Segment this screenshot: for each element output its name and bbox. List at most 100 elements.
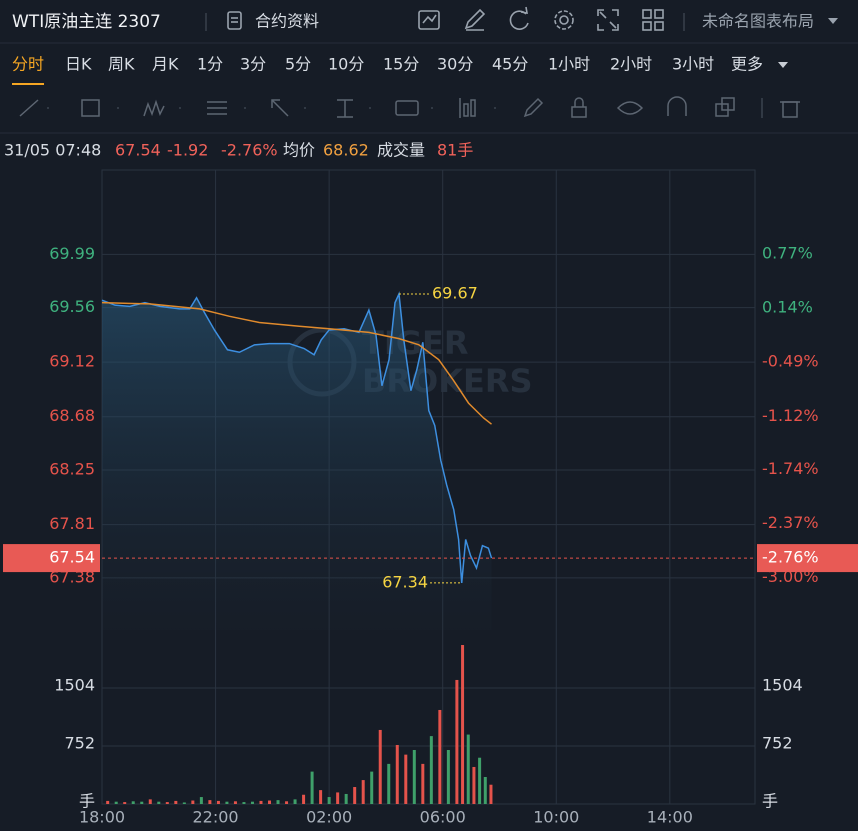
y-tick-label: 69.12 — [49, 352, 95, 371]
tab[interactable]: 更多 — [731, 55, 763, 74]
volume-tick-label: 手 — [762, 792, 778, 811]
volume-bar — [404, 754, 408, 804]
volume-bar — [327, 797, 331, 804]
last-pct-box — [757, 544, 858, 573]
volume-bar — [344, 793, 348, 804]
volume-bar — [387, 763, 391, 804]
last-pct-label: -2.76% — [762, 548, 819, 567]
y-tick-label: 69.99 — [49, 244, 95, 263]
pen-icon[interactable] — [464, 8, 486, 31]
volume-bar — [472, 766, 476, 804]
period-tabs: 分时 日K 周K 月K 1分 3分 5分 10分 15分 30分 45分 1小时… — [12, 55, 788, 74]
tab[interactable]: 5分 — [285, 55, 311, 74]
volume-bar — [370, 771, 374, 804]
high-label: 69.67 — [432, 283, 478, 302]
y-tick-label: 68.25 — [49, 460, 95, 479]
quote-info: 31/05 07:48 67.54 -1.92 -2.76% 均价 68.62 … — [4, 141, 473, 160]
y-tick-label: 68.68 — [49, 406, 95, 425]
volume-bar — [208, 800, 212, 804]
tab[interactable]: 3分 — [240, 55, 266, 74]
dropdown-arrow[interactable] — [828, 18, 838, 24]
layout-name[interactable]: 未命名图表布局 — [702, 12, 814, 31]
fullscreen-icon[interactable] — [597, 9, 619, 31]
volume-bar — [148, 799, 152, 804]
tab[interactable]: 45分 — [492, 55, 528, 74]
layout-icon[interactable] — [642, 9, 664, 31]
volume-bar — [429, 736, 433, 804]
tab[interactable]: 3小时 — [672, 55, 714, 74]
volume-bar — [259, 800, 263, 804]
refresh-icon[interactable] — [509, 6, 529, 30]
volume-bar — [353, 787, 357, 804]
x-tick-label: 18:00 — [79, 808, 125, 827]
tab[interactable]: 10分 — [328, 55, 364, 74]
volume-bar — [336, 792, 340, 804]
y2-tick-label: -1.12% — [762, 406, 819, 425]
volume-bar — [438, 709, 442, 804]
volume-bar — [319, 790, 323, 804]
volume-bar — [191, 800, 195, 804]
tab[interactable]: 月K — [152, 55, 179, 74]
y-tick-label: 69.56 — [49, 297, 95, 316]
drawing-toolbar — [19, 96, 800, 118]
quote-price: 67.54 — [115, 141, 161, 160]
quote-change-pct: -2.76% — [221, 141, 278, 160]
x-tick-label: 22:00 — [193, 808, 239, 827]
volume-bar — [302, 794, 306, 804]
settings-icon[interactable] — [554, 10, 574, 30]
tab[interactable]: 30分 — [437, 55, 473, 74]
y2-tick-label: -0.49% — [762, 352, 819, 371]
volume-tick-label: 1504 — [54, 675, 95, 694]
volume-bar — [395, 744, 399, 804]
volume-bar — [165, 802, 169, 804]
volume-bar — [478, 757, 482, 804]
volume-bar — [489, 784, 493, 804]
volume-bar — [361, 780, 365, 804]
tab[interactable]: 1分 — [197, 55, 223, 74]
volume-bar — [412, 750, 416, 804]
volume-bar — [131, 801, 135, 804]
volume-bar — [140, 801, 144, 804]
tab[interactable]: 2小时 — [610, 55, 652, 74]
volume-bar — [268, 800, 272, 804]
y2-tick-label: 0.14% — [762, 298, 813, 317]
tab[interactable]: 分时 — [12, 55, 44, 74]
volume-bar — [225, 801, 229, 804]
volume-bar — [233, 801, 237, 804]
volume-bar — [250, 801, 254, 804]
y-tick-label: 67.38 — [49, 567, 95, 586]
avg-label: 均价 — [283, 141, 315, 160]
tab[interactable]: 日K — [65, 55, 92, 74]
doc-icon[interactable] — [227, 11, 242, 30]
volume-bar — [455, 679, 459, 804]
quote-time: 31/05 07:48 — [4, 141, 101, 160]
volume-bar — [421, 763, 425, 804]
tab[interactable]: 周K — [108, 55, 135, 74]
volume-tick-label: 752 — [762, 733, 793, 752]
volume-bar — [378, 729, 382, 804]
instrument-title: WTI原油主连 2307 — [12, 12, 161, 32]
volume-bar — [216, 800, 220, 804]
top-bar: WTI原油主连 2307 合约资料 未命名图表布局 — [12, 6, 838, 32]
low-label: 67.34 — [382, 572, 428, 591]
volume-tick-label: 752 — [64, 733, 95, 752]
volume-bar — [461, 645, 465, 804]
tab[interactable]: 1小时 — [548, 55, 590, 74]
volume-bar — [466, 734, 470, 804]
volume-bar — [157, 801, 161, 804]
avg-value: 68.62 — [323, 141, 369, 160]
volume-bar — [285, 801, 289, 804]
last-price-label: 67.54 — [49, 548, 95, 567]
y-tick-label: 67.81 — [49, 514, 95, 533]
x-tick-label: 06:00 — [420, 808, 466, 827]
more-arrow[interactable] — [778, 62, 788, 68]
volume-bar — [242, 802, 246, 804]
info-link[interactable]: 合约资料 — [255, 12, 319, 31]
volume-value: 81手 — [437, 141, 473, 160]
volume-bar — [174, 800, 178, 804]
volume-bar — [114, 801, 118, 804]
volume-bar — [276, 800, 280, 804]
chart-icon[interactable] — [418, 10, 440, 30]
volume-bar — [123, 802, 127, 804]
tab[interactable]: 15分 — [383, 55, 419, 74]
